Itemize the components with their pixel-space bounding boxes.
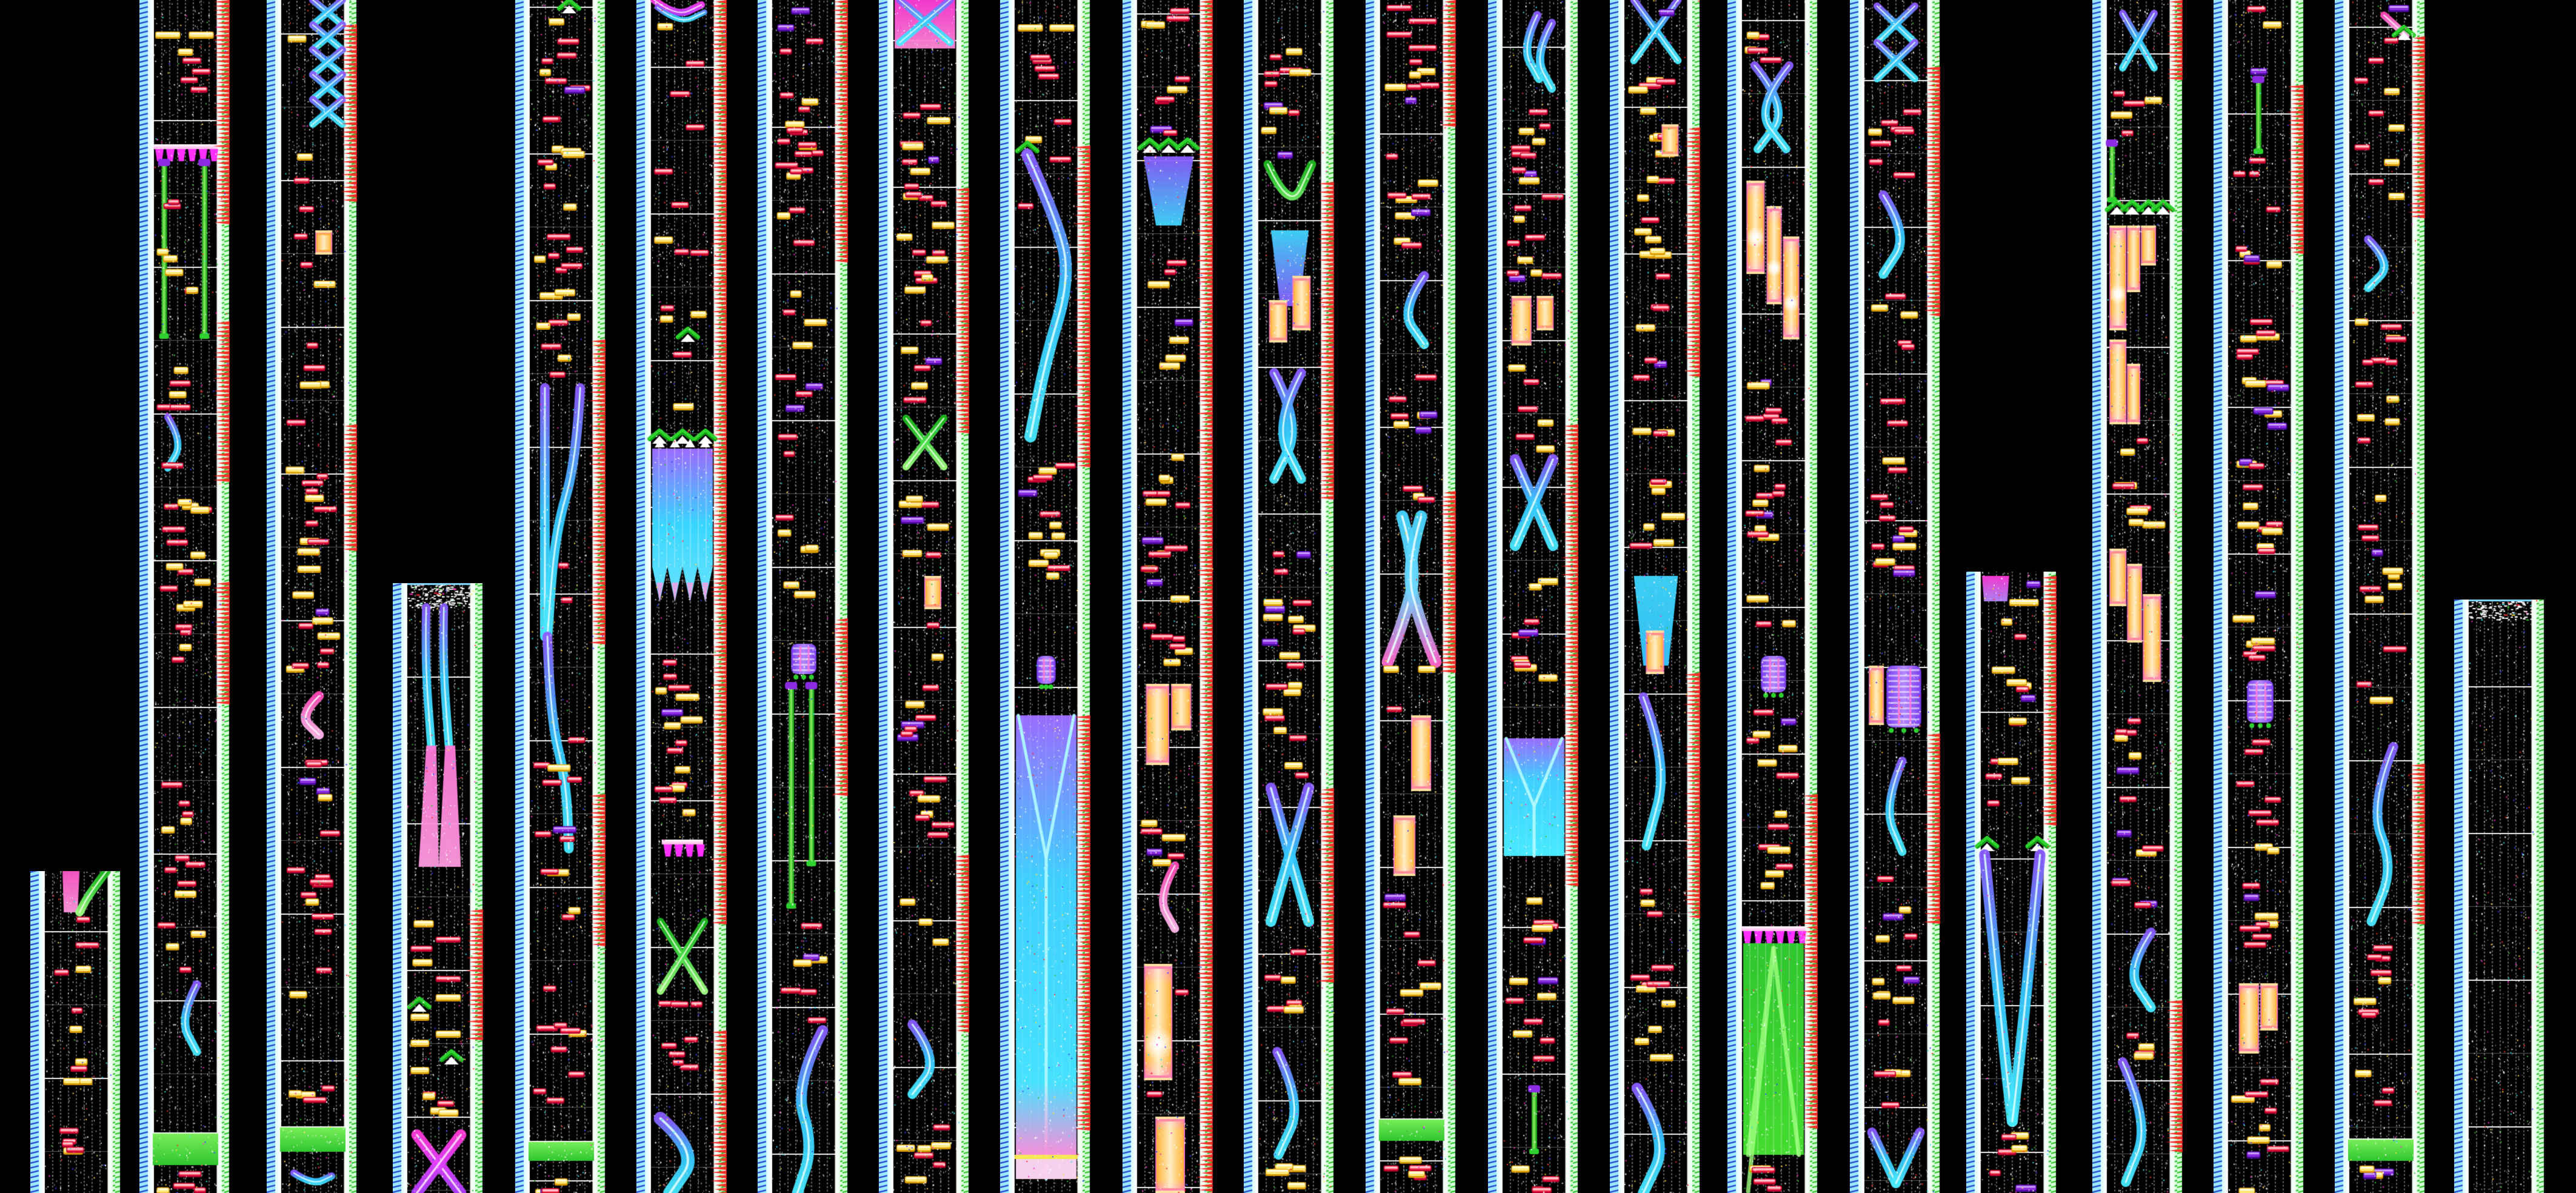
chart-column-c11 bbox=[1244, 0, 1335, 1193]
chart-column-c01 bbox=[30, 871, 121, 1193]
chart-column-c09 bbox=[1000, 0, 1091, 1193]
chart-column-c12 bbox=[1366, 0, 1457, 1193]
chart-strip-canvas bbox=[2092, 0, 2183, 1193]
chart-strip-canvas bbox=[1244, 0, 1335, 1193]
chart-strip-canvas bbox=[393, 583, 484, 1193]
chart-column-c18 bbox=[2092, 0, 2183, 1193]
chart-strip-canvas bbox=[30, 871, 121, 1193]
chart-column-c16 bbox=[1850, 0, 1941, 1193]
chart-column-c17 bbox=[1966, 572, 2057, 1193]
chart-strip-canvas bbox=[2454, 600, 2545, 1193]
chart-column-c14 bbox=[1610, 0, 1701, 1193]
chart-strip-canvas bbox=[879, 0, 970, 1193]
chart-column-c10 bbox=[1123, 0, 1213, 1193]
chart-column-c19 bbox=[2214, 0, 2304, 1193]
chart-column-c15 bbox=[1727, 0, 1818, 1193]
chart-column-c04 bbox=[393, 583, 484, 1193]
chart-column-c06 bbox=[636, 0, 727, 1193]
chart-strip-canvas bbox=[1488, 0, 1579, 1193]
chart-column-c21 bbox=[2454, 600, 2545, 1193]
chart-strip-canvas bbox=[2214, 0, 2304, 1193]
chart-strip-canvas bbox=[1123, 0, 1213, 1193]
chart-strip-canvas bbox=[1366, 0, 1457, 1193]
chart-strip-canvas bbox=[1000, 0, 1091, 1193]
chart-strip-canvas bbox=[1727, 0, 1818, 1193]
chart-strip-canvas bbox=[636, 0, 727, 1193]
chart-strip-canvas bbox=[2335, 0, 2426, 1193]
chart-column-c03 bbox=[267, 0, 358, 1193]
chart-strip-canvas bbox=[1966, 572, 2057, 1193]
chart-strip-canvas bbox=[1610, 0, 1701, 1193]
chart-strip-canvas bbox=[758, 0, 849, 1193]
chart-column-c08 bbox=[879, 0, 970, 1193]
chart-column-c02 bbox=[139, 0, 230, 1193]
chart-column-c07 bbox=[758, 0, 849, 1193]
chart-strip-canvas bbox=[1850, 0, 1941, 1193]
chart-strip-canvas bbox=[139, 0, 230, 1193]
chart-column-c13 bbox=[1488, 0, 1579, 1193]
chart-column-c20 bbox=[2335, 0, 2426, 1193]
chart-strip-canvas bbox=[515, 0, 606, 1193]
chart-column-c05 bbox=[515, 0, 606, 1193]
chart-strip-canvas bbox=[267, 0, 358, 1193]
